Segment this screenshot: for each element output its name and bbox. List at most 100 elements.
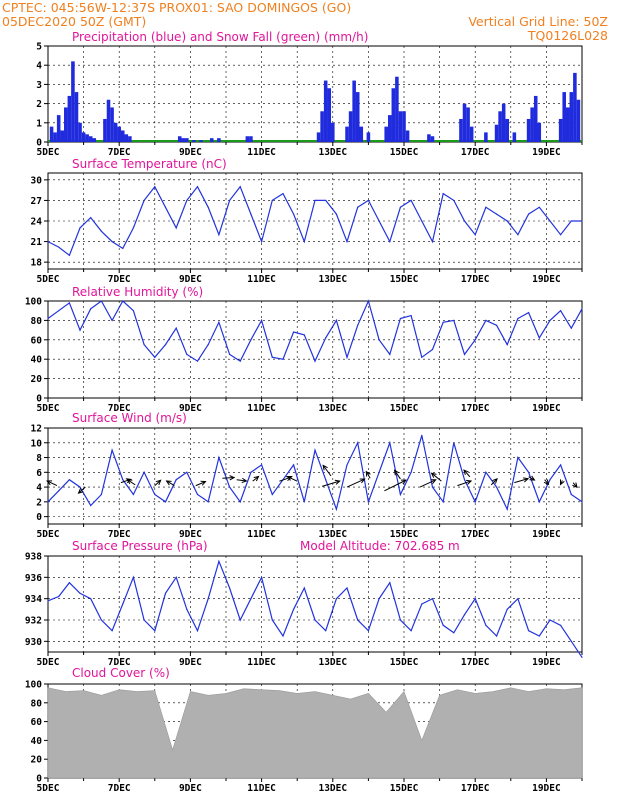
rh-point <box>261 319 263 321</box>
x-tick-label: 15DEC <box>390 783 419 794</box>
pres-point <box>164 592 167 594</box>
wind-vector-arrowhead <box>77 488 84 494</box>
rh-point <box>442 321 444 323</box>
temp-point <box>186 199 188 202</box>
pres-point <box>122 603 124 605</box>
pressure-title: Surface Pressure (hPa) <box>72 539 208 553</box>
x-tick-label: 11DEC <box>247 403 276 414</box>
precip-bar <box>327 88 332 142</box>
rh-point <box>378 339 380 341</box>
wind-point <box>517 456 519 459</box>
precip-bar <box>85 134 89 142</box>
pres-point <box>399 619 402 621</box>
y-tick-label: 10 <box>31 438 43 449</box>
temp-point <box>335 213 337 215</box>
pres-point <box>196 630 199 632</box>
wind-vector-arrowhead <box>559 479 565 486</box>
wind-point <box>528 471 530 473</box>
rh-point <box>549 319 551 321</box>
temp-point <box>143 199 145 202</box>
x-tick-label: 13DEC <box>318 403 347 414</box>
rh-point <box>90 308 92 310</box>
rh-point <box>100 300 102 302</box>
wind-point <box>239 501 241 503</box>
pres-point <box>495 635 498 637</box>
wind-point <box>389 442 391 444</box>
pres-point <box>68 582 70 584</box>
precip-bar <box>64 107 68 142</box>
wind-vector-arrowhead <box>572 482 578 489</box>
wind-point <box>218 456 220 459</box>
y-tick-label: 21 <box>31 237 43 248</box>
temp-point <box>463 220 466 222</box>
rh-point <box>346 356 348 358</box>
rh-point <box>528 312 530 314</box>
precip-bar <box>192 140 196 142</box>
x-tick-label: 13DEC <box>318 529 347 540</box>
wind-point <box>68 479 70 481</box>
wind-vector-arrowhead <box>334 479 341 485</box>
precip-bar <box>405 130 410 142</box>
wind-point <box>261 464 263 466</box>
precip-bar <box>60 130 65 142</box>
wind-point <box>303 501 305 503</box>
y-tick-label: 0 <box>36 512 42 523</box>
rh-point <box>421 356 423 358</box>
wind-vector-arrowhead <box>126 478 133 485</box>
rh-point <box>132 310 135 312</box>
precip-bar <box>352 80 356 142</box>
pres-point <box>421 603 423 605</box>
x-tick-label: 13DEC <box>318 274 347 285</box>
precip-bar <box>558 118 563 142</box>
wind-vector-arrowhead <box>529 475 536 481</box>
pres-point <box>463 614 466 616</box>
rh-point <box>410 314 412 317</box>
pres-point <box>474 598 476 600</box>
wind-point <box>453 442 455 444</box>
wind-point <box>58 490 60 492</box>
wind-vector-arrowhead <box>393 469 400 476</box>
temp-point <box>303 240 305 243</box>
y-tick-label: 5 <box>36 42 42 53</box>
wind-vector-arrow <box>463 469 471 478</box>
pres-point <box>378 598 380 600</box>
pres-point <box>560 624 562 626</box>
temp-point <box>442 192 444 195</box>
temp-point <box>218 234 220 236</box>
wind-vector-arrow <box>384 479 407 492</box>
precip-bar <box>217 138 221 142</box>
x-tick-label: 11DEC <box>247 147 276 158</box>
panel-temp: 18 21 24 27 30 5DEC 7DEC 9DEC 11DEC 13DEC 15DEC 17D… <box>31 172 583 285</box>
precip-bar <box>348 111 353 142</box>
pres-point <box>453 632 455 634</box>
x-tick-label: 15DEC <box>390 529 419 540</box>
precip-bar <box>355 92 360 142</box>
wind-vector-arrow <box>46 480 58 487</box>
precip-bar <box>576 99 581 142</box>
rh-point <box>581 308 583 310</box>
precip-bar <box>430 136 435 142</box>
precip-bar <box>484 132 488 142</box>
precip-bar <box>494 124 499 142</box>
precip-bar <box>402 111 406 142</box>
precip-bar <box>181 138 186 142</box>
temp-point <box>164 206 167 208</box>
temp-point <box>122 247 124 250</box>
temp-point <box>111 240 113 243</box>
y-tick-label: 8 <box>36 453 42 464</box>
wind-vector-arrow <box>166 480 175 487</box>
temp-point <box>421 220 423 222</box>
y-tick-label: 936 <box>25 573 42 584</box>
x-tick-label: 11DEC <box>247 783 276 794</box>
wind-vector-arrow <box>78 486 86 494</box>
x-tick-label: 19DEC <box>532 147 561 158</box>
x-tick-label: 11DEC <box>247 274 276 285</box>
rh-point <box>207 344 209 346</box>
wind-vector-arrow <box>154 479 162 486</box>
wind-point <box>154 493 156 496</box>
x-tick-label: 19DEC <box>532 657 561 668</box>
x-tick-label: 5DEC <box>37 403 60 414</box>
wind-point <box>570 493 572 496</box>
y-tick-label: 2 <box>36 99 42 110</box>
y-tick-label: 40 <box>31 355 43 366</box>
